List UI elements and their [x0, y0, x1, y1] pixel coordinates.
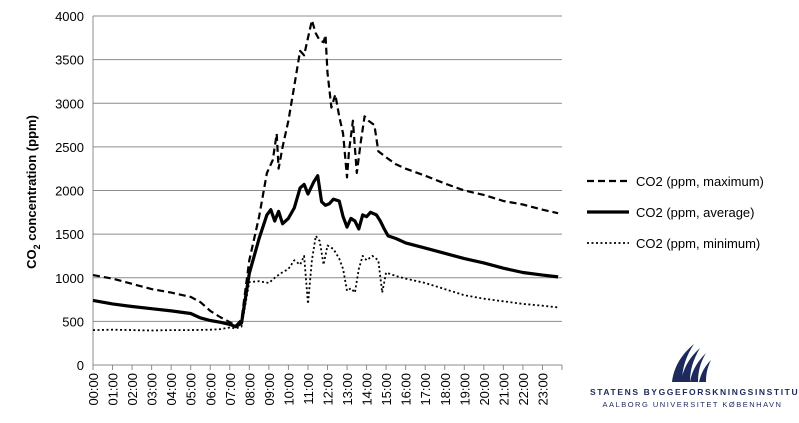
x-tick-label: 12:00 [321, 373, 336, 406]
series-line-dotted [92, 235, 559, 332]
x-tick-label: 16:00 [399, 373, 414, 406]
legend-label: CO2 (ppm, minimum) [636, 236, 760, 251]
logo-name: STATENS BYGGEFORSKNINGSINSTITUT [590, 387, 799, 397]
x-tick-label: 17:00 [418, 373, 433, 406]
legend-label: CO2 (ppm, average) [636, 205, 755, 220]
y-tick-label: 0 [77, 358, 84, 373]
y-axis-label: CO2 concentration (ppm) [24, 115, 42, 269]
x-tick-labels: 00:00 01:00 02:00 03:00 04:00 05:00 06:00 07:00… [86, 373, 550, 406]
y-tick-label: 3500 [55, 53, 84, 68]
x-tick-label: 18:00 [438, 373, 453, 406]
x-tick-label: 01:00 [106, 373, 121, 406]
series-line-dashed [92, 19, 559, 327]
series-line-solid [92, 174, 559, 329]
sbi-logo-emblem-icon [672, 344, 711, 382]
x-tick-label: 04:00 [164, 373, 179, 406]
x-tick-label: 07:00 [223, 373, 238, 406]
sbi-logo: STATENS BYGGEFORSKNINGSINSTITUT AALBORG … [590, 338, 799, 420]
x-tick-label: 06:00 [203, 373, 218, 406]
y-tick-label: 1000 [55, 271, 84, 286]
y-tick-label: 2000 [55, 184, 84, 199]
axes [92, 16, 563, 370]
x-tick-label: 13:00 [340, 373, 355, 406]
x-tick-label: 10:00 [281, 373, 296, 406]
y-tick-label: 4000 [55, 9, 84, 24]
x-tick-label: 22:00 [516, 373, 531, 406]
logo-subtitle: AALBORG UNIVERSITET KØBENHAVN [602, 400, 783, 409]
x-tick-label: 00:00 [86, 373, 101, 406]
x-tick-label: 05:00 [184, 373, 199, 406]
x-tick-label: 19:00 [457, 373, 472, 406]
x-tick-label: 11:00 [301, 373, 316, 405]
y-tick-label: 2500 [55, 140, 84, 155]
x-tick-label: 21:00 [496, 373, 511, 406]
x-tick-label: 08:00 [242, 373, 257, 406]
y-tick-labels: 0 500 1000 1500 2000 2500 3000 3500 4000 [55, 9, 84, 373]
legend-label: CO2 (ppm, maximum) [636, 174, 764, 189]
x-tick-label: 09:00 [262, 373, 277, 406]
y-tick-label: 1500 [55, 227, 84, 242]
legend: CO2 (ppm, maximum) CO2 (ppm, average) CO2 … [587, 174, 764, 251]
y-tick-label: 500 [62, 314, 84, 329]
x-tick-label: 02:00 [125, 373, 140, 406]
x-tick-label: 03:00 [145, 373, 160, 406]
gridlines [93, 15, 562, 322]
x-tick-label: 20:00 [477, 373, 492, 406]
x-tick-label: 23:00 [535, 373, 550, 406]
x-tick-label: 15:00 [379, 373, 394, 406]
y-tick-label: 3000 [55, 96, 84, 111]
series-lines [92, 19, 559, 332]
x-tick-label: 14:00 [360, 373, 375, 406]
